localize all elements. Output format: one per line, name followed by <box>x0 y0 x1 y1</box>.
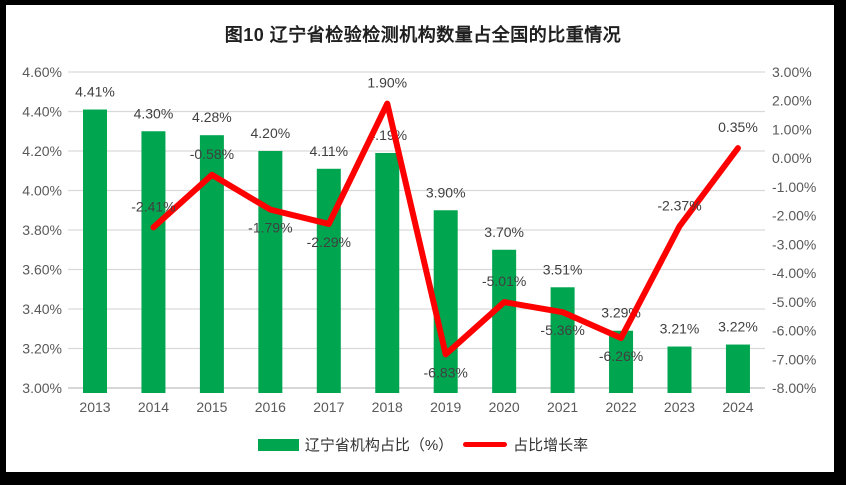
bar-2020 <box>492 249 517 393</box>
x-axis-label: 2015 <box>196 399 227 415</box>
bar-2018 <box>375 152 400 393</box>
right-axis-tick: -5.00% <box>772 294 816 310</box>
x-axis-label: 2020 <box>489 399 520 415</box>
right-axis-tick: 1.00% <box>772 121 812 137</box>
growth-rate-line <box>150 100 741 358</box>
left-axis-tick: 4.00% <box>22 183 62 199</box>
left-axis-tick: 4.40% <box>22 104 62 120</box>
right-axis-tick: 0.00% <box>772 150 812 166</box>
bar-2024 <box>725 344 750 393</box>
line-data-label: -5.01% <box>482 273 526 289</box>
line-data-label: -2.37% <box>657 197 701 213</box>
chart-title: 图10 辽宁省检验检测机构数量占全国的比重情况 <box>224 25 622 45</box>
legend-item-bar-series: 辽宁省机构占比（%） <box>257 434 454 455</box>
bar-data-label: 4.28% <box>192 109 232 125</box>
left-axis-tick: 3.60% <box>22 262 62 278</box>
right-axis-tick: 2.00% <box>772 93 812 109</box>
bar-data-label: 3.90% <box>426 184 466 200</box>
legend: 辽宁省机构占比（%） 占比增长率 <box>0 434 846 455</box>
bar-data-label: 3.22% <box>718 319 758 335</box>
bar-2014 <box>141 131 166 393</box>
right-axis-tick: -3.00% <box>772 236 816 252</box>
bar-2021 <box>550 287 575 393</box>
left-axis-tick: 3.00% <box>22 380 62 396</box>
bar-data-label: 4.41% <box>75 84 115 100</box>
x-axis-label: 2022 <box>605 399 636 415</box>
bar-series-swatch <box>257 438 299 451</box>
right-axis-tick: -2.00% <box>772 208 816 224</box>
x-axis-label: 2023 <box>664 399 695 415</box>
x-axis-label: 2013 <box>79 399 110 415</box>
bar-data-label: 4.11% <box>309 143 348 159</box>
line-data-label: -6.26% <box>599 348 643 364</box>
bar-data-label: 3.70% <box>484 224 524 240</box>
bar-2023 <box>667 346 692 393</box>
x-axis-label: 2017 <box>313 399 344 415</box>
right-axis-tick: -6.00% <box>772 323 816 339</box>
x-axis-label: 2014 <box>138 399 169 415</box>
bar-data-label: 3.21% <box>660 321 700 337</box>
right-axis-tick: -7.00% <box>772 351 816 367</box>
x-axis-label: 2021 <box>547 399 578 415</box>
line-series-swatch <box>463 442 508 447</box>
legend-item-line-series: 占比增长率 <box>463 434 588 455</box>
right-axis-tick: 3.00% <box>772 64 812 80</box>
legend-label-bar-series: 辽宁省机构占比（%） <box>304 437 454 454</box>
line-data-label: -2.41% <box>131 198 175 214</box>
bar-2016 <box>258 151 283 393</box>
left-axis-tick: 4.20% <box>22 143 62 159</box>
line-data-label: 1.90% <box>367 75 407 91</box>
line-data-label: -6.83% <box>424 364 468 380</box>
right-axis-tick: -8.00% <box>772 380 816 396</box>
line-data-label: -5.36% <box>540 322 584 338</box>
x-axis-label: 2018 <box>372 399 403 415</box>
bar-2013 <box>83 109 107 394</box>
x-axis-label: 2019 <box>430 399 461 415</box>
bar-data-label: 4.30% <box>134 105 174 121</box>
line-data-label: -1.79% <box>248 220 292 236</box>
right-axis-tick: -1.00% <box>772 179 816 195</box>
bar-data-label: 4.20% <box>250 125 290 141</box>
left-axis-tick: 3.20% <box>22 341 62 357</box>
x-axis-label: 2016 <box>255 399 286 415</box>
left-axis-tick: 4.60% <box>22 64 62 80</box>
line-data-label: -0.58% <box>190 146 234 162</box>
x-axis-label: 2024 <box>722 399 753 415</box>
right-axis-tick: -4.00% <box>772 265 816 281</box>
legend-label-line-series: 占比增长率 <box>513 437 589 454</box>
line-data-label: -2.29% <box>307 234 351 250</box>
left-axis-tick: 3.80% <box>22 222 62 238</box>
bar-2022 <box>609 330 634 393</box>
line-data-label: 0.35% <box>718 119 758 135</box>
bar-2019 <box>433 210 458 393</box>
left-axis-tick: 3.40% <box>22 301 62 317</box>
bar-data-label: 3.51% <box>543 261 583 277</box>
